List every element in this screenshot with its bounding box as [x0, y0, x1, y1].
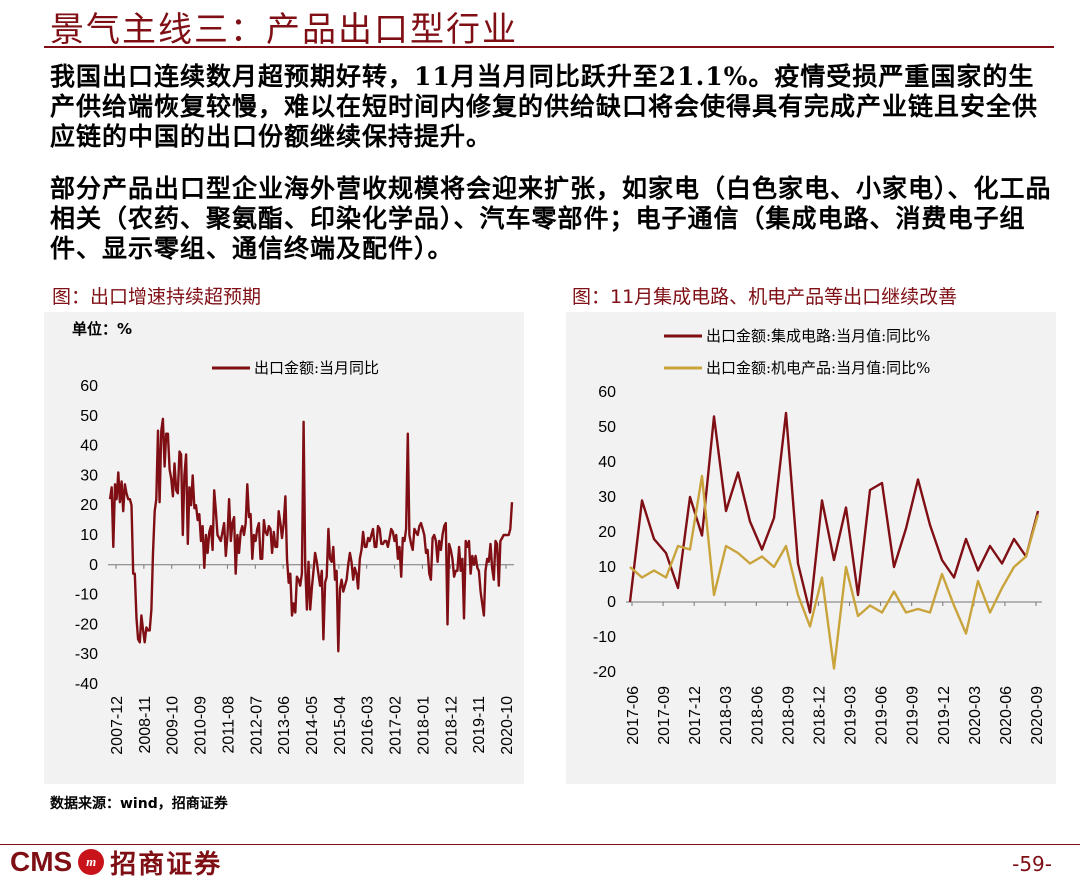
- y-tick-label: 10: [80, 527, 98, 544]
- x-tick-label: 2020-03: [967, 686, 984, 745]
- series-line-1: [629, 474, 1040, 670]
- y-tick-label: -40: [75, 676, 98, 693]
- right-chart-panel: 60 50 40 30 20 10 0 -10 -20 2017-06 2017-09 2017-12…: [566, 312, 1056, 784]
- y-tick-label: -20: [75, 616, 98, 633]
- x-tick-label: 2018-03: [718, 686, 735, 745]
- x-tick-label: 2018-12: [811, 686, 828, 745]
- x-tick-label: 2020-09: [1029, 686, 1046, 745]
- x-tick-label: 2009-10: [165, 696, 182, 755]
- left-figure-caption: 图：出口增速持续超预期: [52, 286, 262, 308]
- x-tick-label: 2016-03: [360, 696, 377, 755]
- left-chart-svg: 60 50 40 30 20 10 0 -10 -20 -30 -40 2007-12 2008-11 2…: [72, 320, 516, 755]
- x-tick-label: 2014-05: [304, 696, 321, 755]
- logo-cn-text: 招商证券: [110, 849, 223, 880]
- x-tick-label: 2013-06: [276, 696, 293, 755]
- y-tick-label: 20: [598, 524, 616, 541]
- right-figure-caption: 图：11月集成电路、机电产品等出口继续改善: [572, 286, 958, 308]
- title-divider: [44, 46, 1054, 48]
- y-tick-label: -10: [593, 629, 616, 646]
- x-tick-label: 2017-12: [687, 686, 704, 745]
- y-tick-label: 10: [598, 559, 616, 576]
- x-tick-label: 2019-03: [843, 686, 860, 745]
- x-tick-label: 2020-10: [499, 696, 516, 755]
- logo-mark-icon: m: [78, 849, 105, 875]
- x-tick-label: 2012-07: [248, 696, 265, 755]
- y-tick-label: 0: [89, 557, 98, 574]
- x-tick-label: 2019-09: [905, 686, 922, 745]
- page-title: 景气主线三：产品出口型行业: [50, 10, 518, 50]
- right-chart-svg: 60 50 40 30 20 10 0 -10 -20 2017-06 2017-09 2017-12…: [593, 327, 1046, 745]
- series-line-0: [628, 411, 1040, 614]
- y-tick-label: 50: [80, 408, 98, 425]
- x-tick-label: 2020-06: [998, 686, 1015, 745]
- paragraph-2: 部分产品出口型企业海外营收规模将会迎来扩张，如家电（白色家电、小家电）、化工品相…: [50, 174, 1052, 263]
- x-tick-label: 2017-09: [656, 686, 673, 745]
- y-tick-label: 20: [80, 497, 98, 514]
- x-tick-label: 2017-06: [625, 686, 642, 745]
- y-tick-label: 40: [80, 438, 98, 455]
- y-tick-label: 30: [598, 489, 616, 506]
- y-tick-label: 40: [598, 454, 616, 471]
- x-tick-label: 2018-09: [780, 686, 797, 745]
- x-tick-label: 2019-06: [874, 686, 891, 745]
- legend-label: 出口金额:机电产品:当月值:同比%: [706, 359, 930, 377]
- paragraph-1: 我国出口连续数月超预期好转，11月当月同比跃升至21.1%。疫情受损严重国家的生…: [50, 62, 1039, 151]
- x-tick-label: 2018-06: [749, 686, 766, 745]
- x-tick-label: 2008-11: [137, 696, 154, 754]
- x-tick-label: 2010-09: [193, 696, 210, 755]
- y-tick-label: 30: [80, 467, 98, 484]
- y-tick-label: 0: [607, 594, 616, 611]
- y-tick-label: -10: [75, 587, 98, 604]
- y-tick-label: 50: [598, 419, 616, 436]
- data-source: 数据来源：wind，招商证券: [50, 796, 228, 812]
- y-tick-label: -30: [75, 646, 98, 663]
- series-line-0: [108, 417, 514, 653]
- x-tick-label: 2018-12: [443, 696, 460, 755]
- x-tick-label: 2017-02: [388, 696, 405, 755]
- x-tick-label: 2015-04: [332, 696, 349, 755]
- page-number: -59-: [1012, 852, 1052, 876]
- cms-logo: CMS m 招商证券: [10, 846, 222, 880]
- y-tick-label: 60: [598, 384, 616, 401]
- x-tick-label: 2018-01: [415, 696, 432, 755]
- left-chart-panel: 60 50 40 30 20 10 0 -10 -20 -30 -40 2007-12 2008-11 2…: [44, 312, 524, 784]
- legend-label: 出口金额:集成电路:当月值:同比%: [706, 327, 930, 345]
- x-tick-label: 2019-12: [936, 686, 953, 745]
- x-tick-label: 2019-11: [471, 696, 488, 754]
- y-tick-label: 60: [80, 378, 98, 395]
- x-tick-label: 2011-08: [220, 696, 237, 754]
- logo-text: CMS: [10, 846, 73, 877]
- y-tick-label: -20: [593, 664, 616, 681]
- x-tick-label: 2007-12: [109, 696, 126, 755]
- legend-label: 出口金额:当月同比: [254, 359, 379, 377]
- footer-divider: [0, 844, 1080, 845]
- unit-label: 单位：%: [72, 320, 132, 338]
